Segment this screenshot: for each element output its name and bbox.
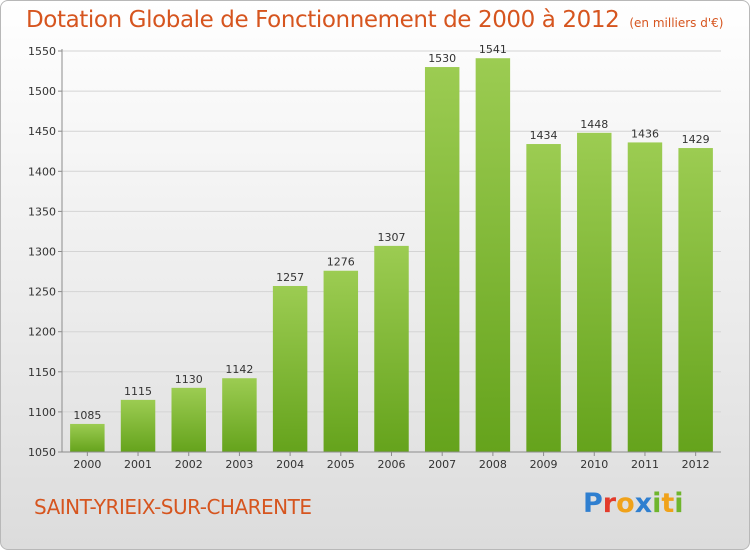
y-tick-label: 1100 <box>28 406 56 419</box>
bar-2005 <box>323 270 359 452</box>
y-tick-label: 1400 <box>28 165 56 178</box>
logo-letter: r <box>602 488 617 519</box>
data-label: 1130 <box>175 373 203 386</box>
chart-title-text: Dotation Globale de Fonctionnement de 20… <box>26 7 620 33</box>
data-label: 1434 <box>530 129 558 142</box>
bar-2001 <box>120 399 156 452</box>
y-tick-label: 1300 <box>28 246 56 259</box>
y-tick-label: 1250 <box>28 286 56 299</box>
y-tick-label: 1200 <box>28 326 56 339</box>
y-tick-label: 1150 <box>28 366 56 379</box>
y-tick-label: 1500 <box>28 85 56 98</box>
data-label: 1257 <box>276 271 304 284</box>
x-tick-label: 2008 <box>479 458 507 471</box>
x-tick-label: 2001 <box>124 458 152 471</box>
bar-2010 <box>577 132 612 452</box>
bar-2003 <box>222 378 257 452</box>
x-tick-label: 2012 <box>682 458 710 471</box>
data-label: 1307 <box>378 231 406 244</box>
x-tick-label: 2004 <box>276 458 304 471</box>
x-tick-label: 2002 <box>175 458 203 471</box>
logo-letter: i <box>674 488 684 519</box>
bar-2007 <box>424 67 460 452</box>
bar-2004 <box>272 285 308 452</box>
proxiti-logo[interactable]: Proxiti <box>583 488 684 519</box>
bar-2009 <box>526 144 561 453</box>
logo-letter: t <box>661 488 675 519</box>
logo-letter: P <box>583 488 603 519</box>
data-label: 1541 <box>479 43 507 56</box>
bar-2008 <box>475 58 511 453</box>
data-label: 1142 <box>225 363 253 376</box>
data-label: 1448 <box>580 118 608 131</box>
data-label: 1429 <box>682 133 710 146</box>
data-label: 1530 <box>428 52 456 65</box>
y-tick-label: 1050 <box>28 446 56 459</box>
commune-name: SAINT-YRIEIX-SUR-CHARENTE <box>34 495 312 519</box>
x-tick-label: 2006 <box>378 458 406 471</box>
bar-2012 <box>678 148 713 453</box>
data-label: 1436 <box>631 127 659 140</box>
logo-letter: x <box>634 488 653 519</box>
y-tick-label: 1350 <box>28 205 56 218</box>
bar-2002 <box>171 387 206 452</box>
bar-2011 <box>627 142 663 453</box>
bar-layer: 1085 1115 1130 1142 1257 1276 1307 1530 1541 1434… <box>70 43 713 453</box>
x-tick-label: 2007 <box>428 458 456 471</box>
x-tick-label: 2010 <box>580 458 608 471</box>
data-label: 1115 <box>124 385 152 398</box>
data-label: 1085 <box>73 409 101 422</box>
data-label: 1276 <box>327 256 355 269</box>
chart-subtitle: (en milliers d'€) <box>629 16 724 30</box>
logo-letter: o <box>616 488 635 519</box>
x-tick-label: 2005 <box>327 458 355 471</box>
bar-2000 <box>70 423 105 452</box>
bar-2006 <box>374 245 409 452</box>
x-tick-label: 2003 <box>225 458 253 471</box>
chart-title: Dotation Globale de Fonctionnement de 20… <box>26 7 723 33</box>
y-tick-label: 1450 <box>28 125 56 138</box>
x-tick-label: 2011 <box>631 458 659 471</box>
y-tick-label: 1550 <box>28 45 56 58</box>
logo-letter: i <box>652 488 662 519</box>
axis-layer: 1050 1100 1150 1200 1250 1300 1350 1400 1450 1500… <box>28 45 721 471</box>
x-tick-label: 2009 <box>530 458 558 471</box>
x-tick-label: 2000 <box>73 458 101 471</box>
